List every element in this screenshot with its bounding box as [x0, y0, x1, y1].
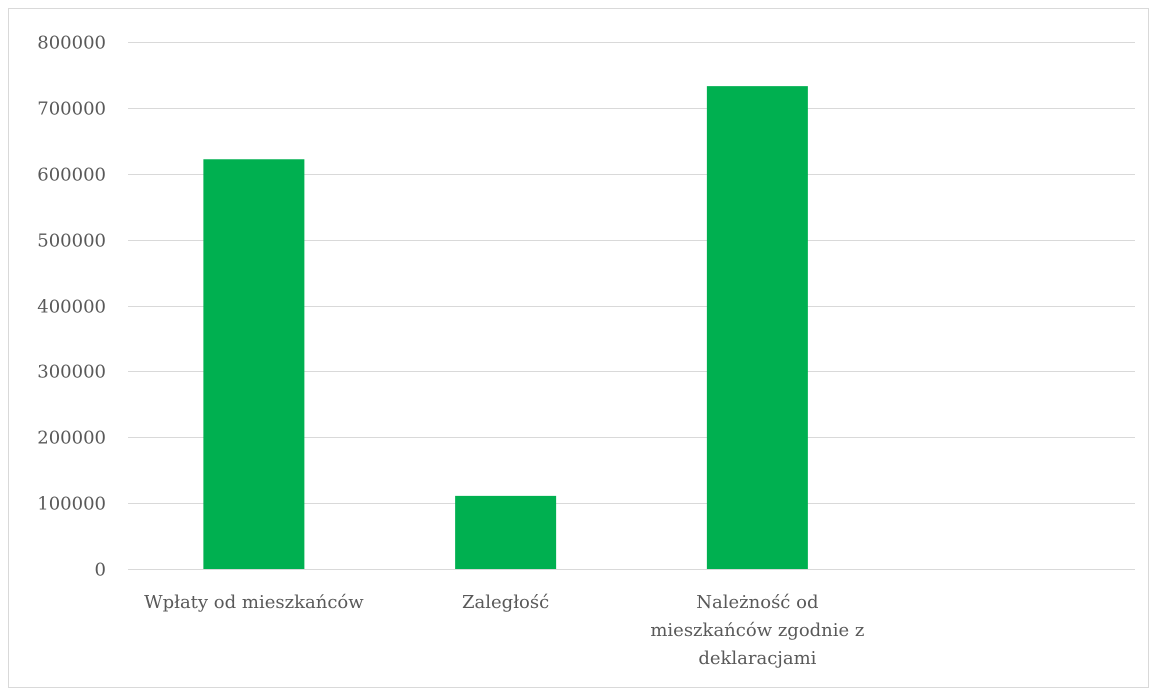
x-category-label-line: Wpłaty od mieszkańców — [144, 592, 364, 613]
chart-frame — [8, 8, 1149, 688]
y-tick-label: 600000 — [37, 165, 106, 186]
bars — [203, 86, 808, 569]
x-category-label-line: deklaracjami — [698, 648, 816, 669]
x-category-label-line: Należność od — [696, 592, 818, 613]
bar — [455, 495, 557, 569]
x-category-label: Należność od mieszkańców zgodnie z deklara… — [650, 592, 864, 669]
y-tick-label: 100000 — [37, 494, 106, 515]
bar — [203, 159, 305, 569]
x-axis-category-labels: Wpłaty od mieszkańców Zaległość Należność … — [144, 592, 864, 669]
x-category-label-line: mieszkańców zgodnie z — [650, 620, 864, 641]
y-tick-label: 0 — [95, 560, 106, 581]
x-category-label: Zaległość — [462, 592, 549, 613]
y-tick-label: 400000 — [37, 297, 106, 318]
x-category-label: Wpłaty od mieszkańców — [144, 592, 364, 613]
y-tick-label: 500000 — [37, 231, 106, 252]
bar — [706, 86, 808, 569]
y-axis-tick-labels: 0 100000 200000 300000 400000 500000 600000 700… — [37, 33, 106, 581]
x-category-label-line: Zaległość — [462, 592, 549, 613]
y-tick-label: 300000 — [37, 362, 106, 383]
y-tick-label: 200000 — [37, 428, 106, 449]
y-tick-label: 700000 — [37, 99, 106, 120]
y-tick-label: 800000 — [37, 33, 106, 54]
